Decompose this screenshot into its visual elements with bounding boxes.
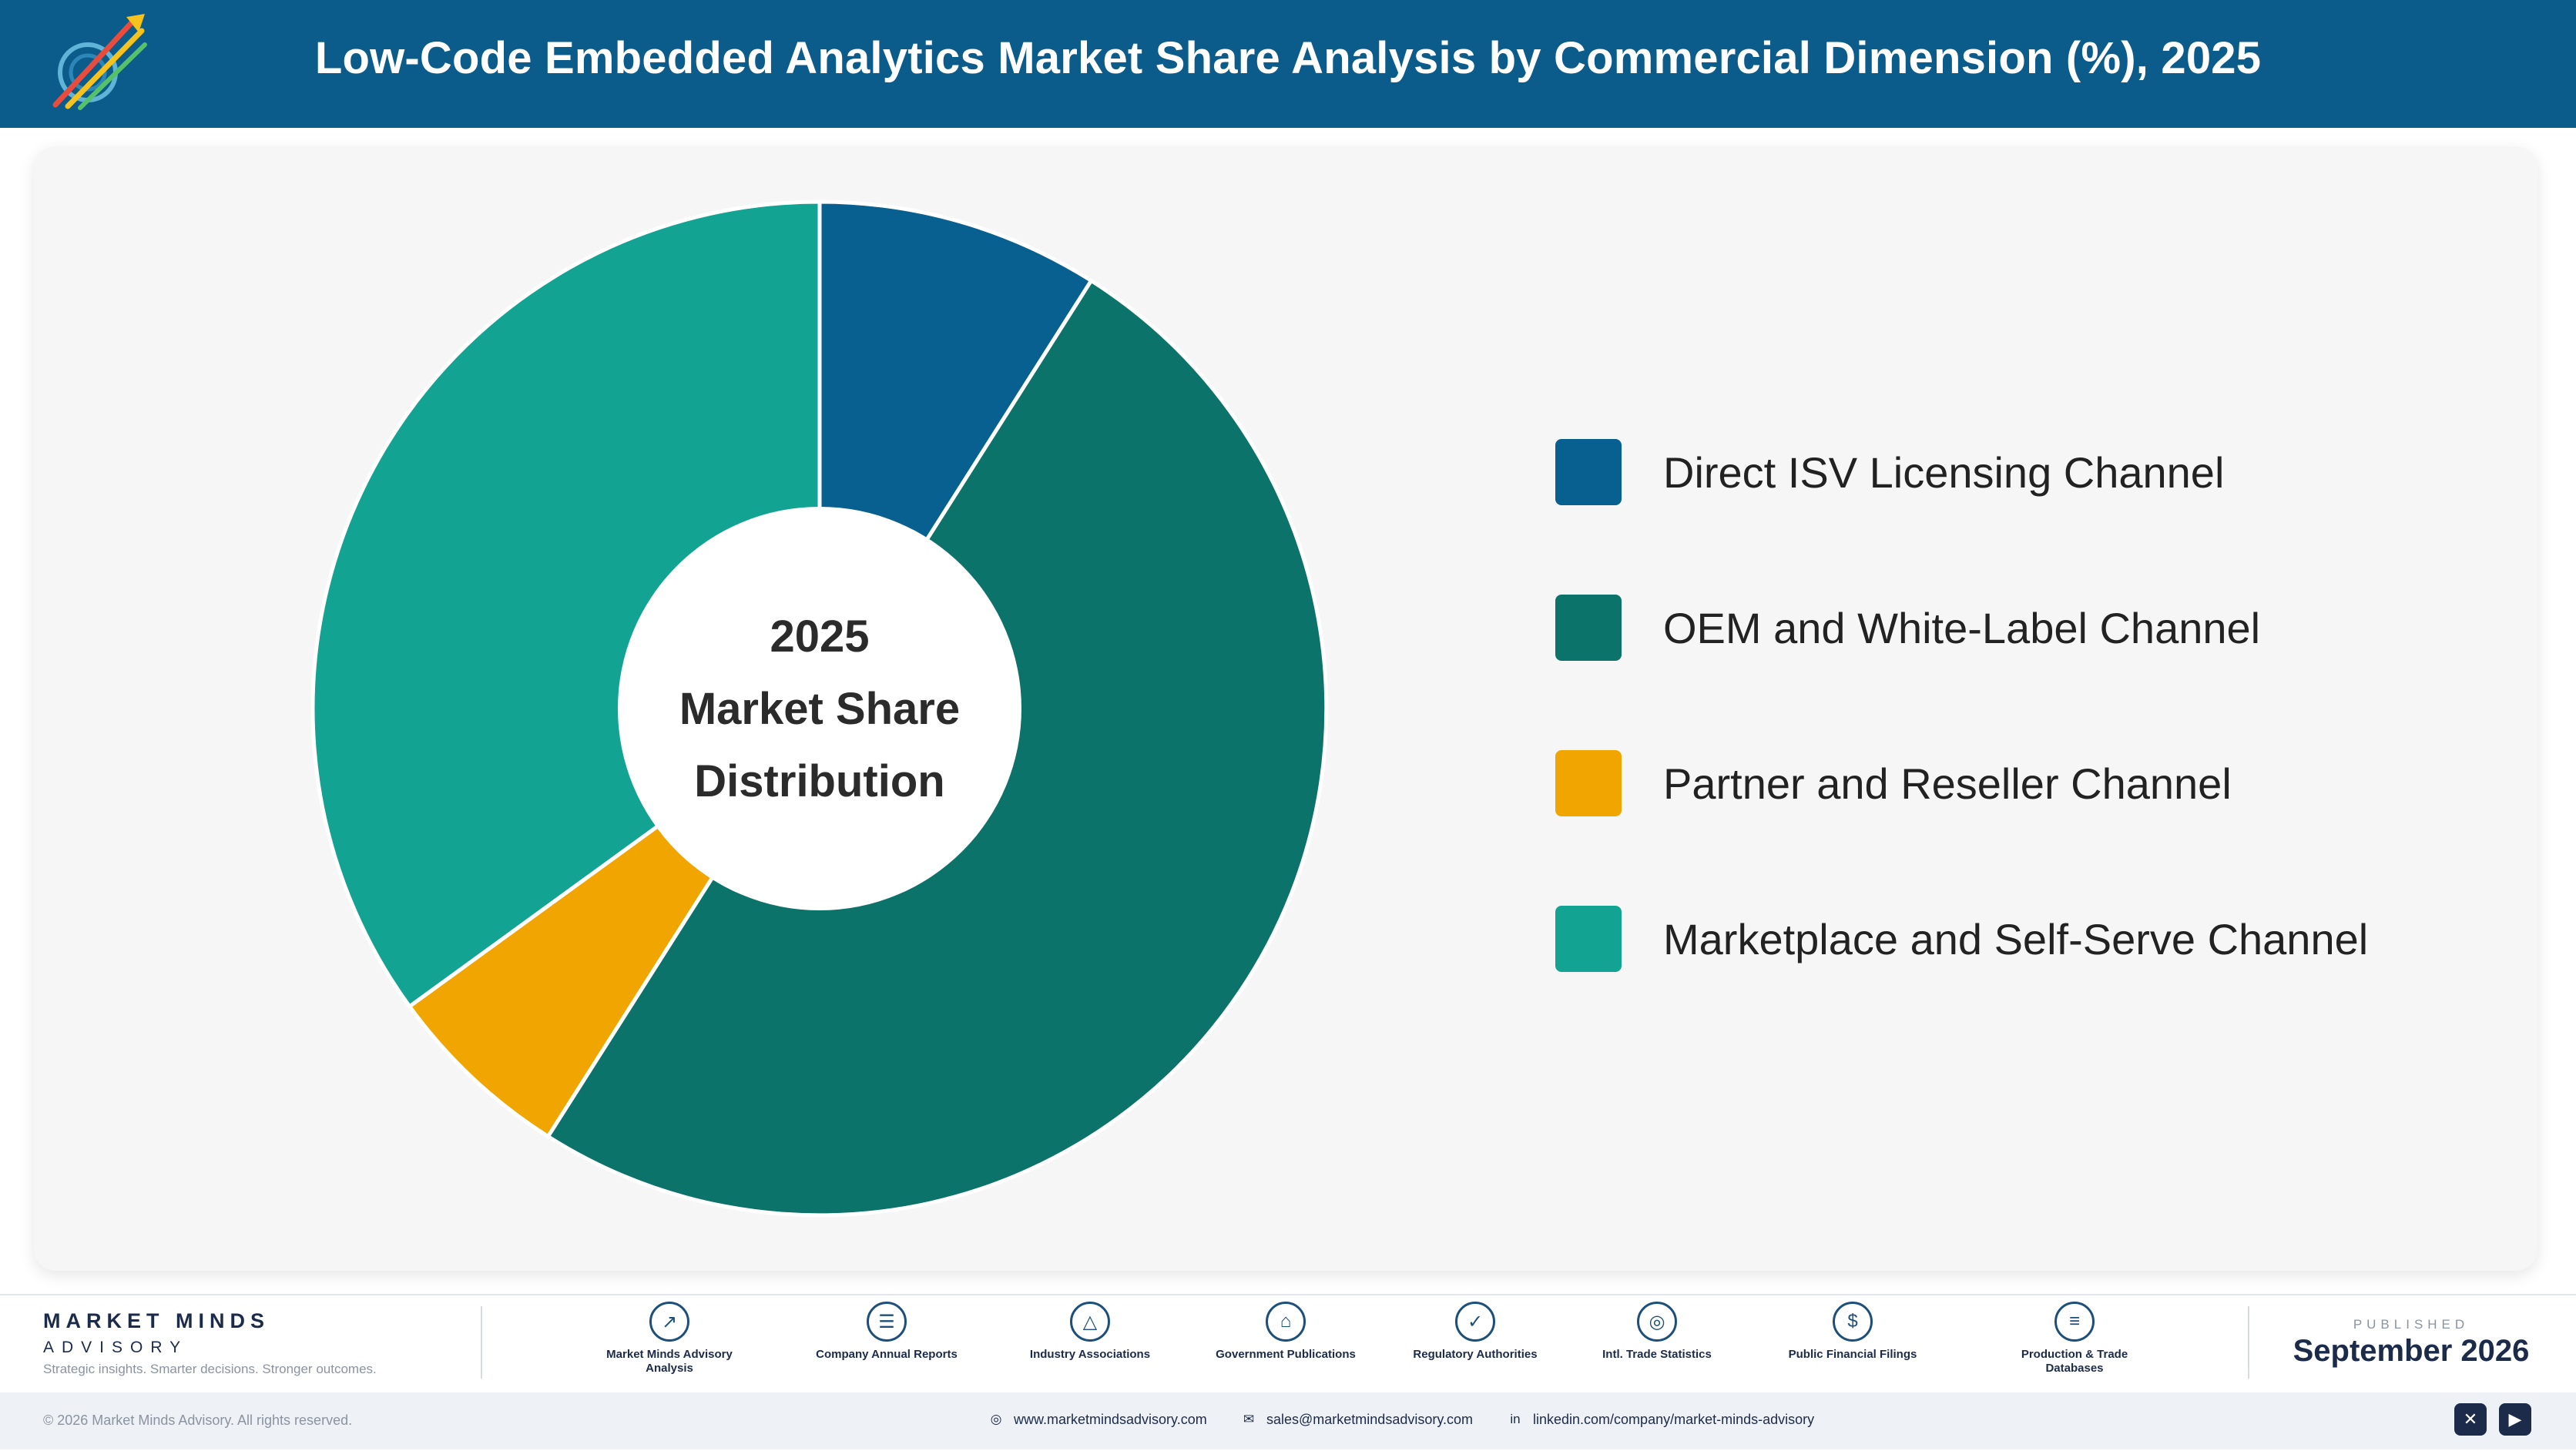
source-trade-statistics: ◎ Intl. Trade Statistics [1584, 1302, 1730, 1362]
source-label: Industry Associations [1029, 1348, 1151, 1361]
page-title: Low-Code Embedded Analytics Market Share… [314, 33, 2262, 83]
footer-divider [2248, 1306, 2249, 1379]
source-market-minds-analysis: ↗ Market Minds Advisory Analysis [596, 1302, 743, 1376]
linkedin-text[interactable]: linkedin.com/company/market-minds-adviso… [1533, 1411, 1815, 1427]
center-label-line-3: Distribution [694, 756, 944, 806]
network-icon: △ [1070, 1302, 1110, 1342]
company-logo [52, 14, 147, 110]
source-label: Company Annual Reports [816, 1348, 958, 1361]
globe-icon: ◎ [1637, 1302, 1677, 1342]
source-financial-filings: $ Public Financial Filings [1779, 1302, 1926, 1362]
legend-label: OEM and White-Label Channel [1663, 603, 2261, 652]
source-label: Regulatory Authorities [1413, 1348, 1538, 1361]
brand-tagline: Strategic insights. Smarter decisions. S… [43, 1362, 377, 1376]
source-label: Public Financial Filings [1788, 1348, 1917, 1361]
source-government-publications: ⌂ Government Publications [1213, 1302, 1359, 1362]
brand-name: MARKET MINDS [43, 1309, 270, 1332]
legend-swatch [1555, 439, 1622, 505]
center-label-year: 2025 [770, 612, 869, 662]
email-text[interactable]: sales@marketmindsadvisory.com [1266, 1411, 1474, 1427]
database-icon: ≡ [2054, 1302, 2095, 1342]
linkedin-link[interactable]: in linkedin.com/company/market-minds-adv… [1507, 1411, 1814, 1428]
website-link[interactable]: ◎ www.marketmindsadvisory.com [988, 1411, 1207, 1428]
bottom-bar [0, 1392, 2576, 1449]
mail-icon: ✉ [1243, 1412, 1255, 1426]
source-regulatory-authorities: ✓ Regulatory Authorities [1402, 1302, 1548, 1362]
header-bar: Low-Code Embedded Analytics Market Share… [0, 0, 2576, 128]
shield-icon: ✓ [1455, 1302, 1495, 1342]
donut-chart: 2025 Market Share Distribution [310, 199, 1329, 1218]
email-link[interactable]: ✉ sales@marketmindsadvisory.com [1240, 1411, 1473, 1428]
source-label: Production & Trade Databases [2021, 1348, 2128, 1375]
chart-line-icon: ↗ [649, 1302, 689, 1342]
website-text[interactable]: www.marketmindsadvisory.com [1014, 1411, 1207, 1427]
legend-item-partner-reseller: Partner and Reseller Channel [1555, 750, 2368, 816]
legend-swatch [1555, 906, 1622, 972]
published-date: September 2026 [2293, 1334, 2530, 1368]
source-label: Intl. Trade Statistics [1602, 1348, 1712, 1361]
brand-subtitle: ADVISORY [43, 1339, 189, 1356]
source-company-reports: ☰ Company Annual Reports [813, 1302, 960, 1362]
copyright-text: © 2026 Market Minds Advisory. All rights… [43, 1412, 353, 1428]
dollar-icon: $ [1833, 1302, 1873, 1342]
published-label: PUBLISHED [2353, 1317, 2470, 1332]
legend-item-direct-isv: Direct ISV Licensing Channel [1555, 439, 2368, 505]
globe-icon: ◎ [990, 1412, 1002, 1426]
legend-label: Marketplace and Self-Serve Channel [1663, 914, 2369, 963]
donut-hole [618, 507, 1021, 910]
center-label-line-2: Market Share [679, 684, 960, 734]
source-label: Market Minds Advisory Analysis [606, 1348, 733, 1375]
legend-swatch [1555, 595, 1622, 661]
source-industry-associations: △ Industry Associations [1017, 1302, 1163, 1362]
source-production-databases: ≡ Production & Trade Databases [2001, 1302, 2148, 1376]
source-label: Government Publications [1216, 1348, 1356, 1361]
legend-label: Partner and Reseller Channel [1663, 759, 2232, 808]
linkedin-icon: in [1510, 1412, 1521, 1426]
footer-divider [481, 1306, 482, 1379]
chart-card: 2025 Market Share Distribution Direct IS… [34, 146, 2537, 1271]
government-building-icon: ⌂ [1266, 1302, 1306, 1342]
legend-swatch [1555, 750, 1622, 816]
chart-legend: Direct ISV Licensing Channel OEM and Whi… [1555, 439, 2368, 1061]
legend-item-marketplace-self-serve: Marketplace and Self-Serve Channel [1555, 906, 2368, 972]
slice-marketplace-self-serve [310, 199, 822, 1010]
legend-label: Direct ISV Licensing Channel [1663, 447, 2225, 497]
document-icon: ☰ [867, 1302, 907, 1342]
x-social-icon[interactable]: ✕ [2454, 1403, 2487, 1436]
legend-item-oem-white-label: OEM and White-Label Channel [1555, 595, 2368, 661]
youtube-icon[interactable]: ▶ [2499, 1403, 2531, 1436]
